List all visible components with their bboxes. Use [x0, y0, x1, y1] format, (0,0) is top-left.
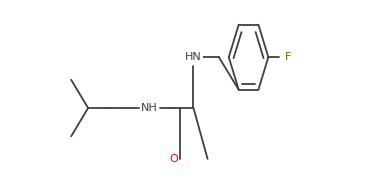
- Text: HN: HN: [185, 52, 202, 62]
- Text: F: F: [285, 52, 291, 62]
- Text: NH: NH: [141, 103, 158, 113]
- Text: O: O: [169, 154, 178, 164]
